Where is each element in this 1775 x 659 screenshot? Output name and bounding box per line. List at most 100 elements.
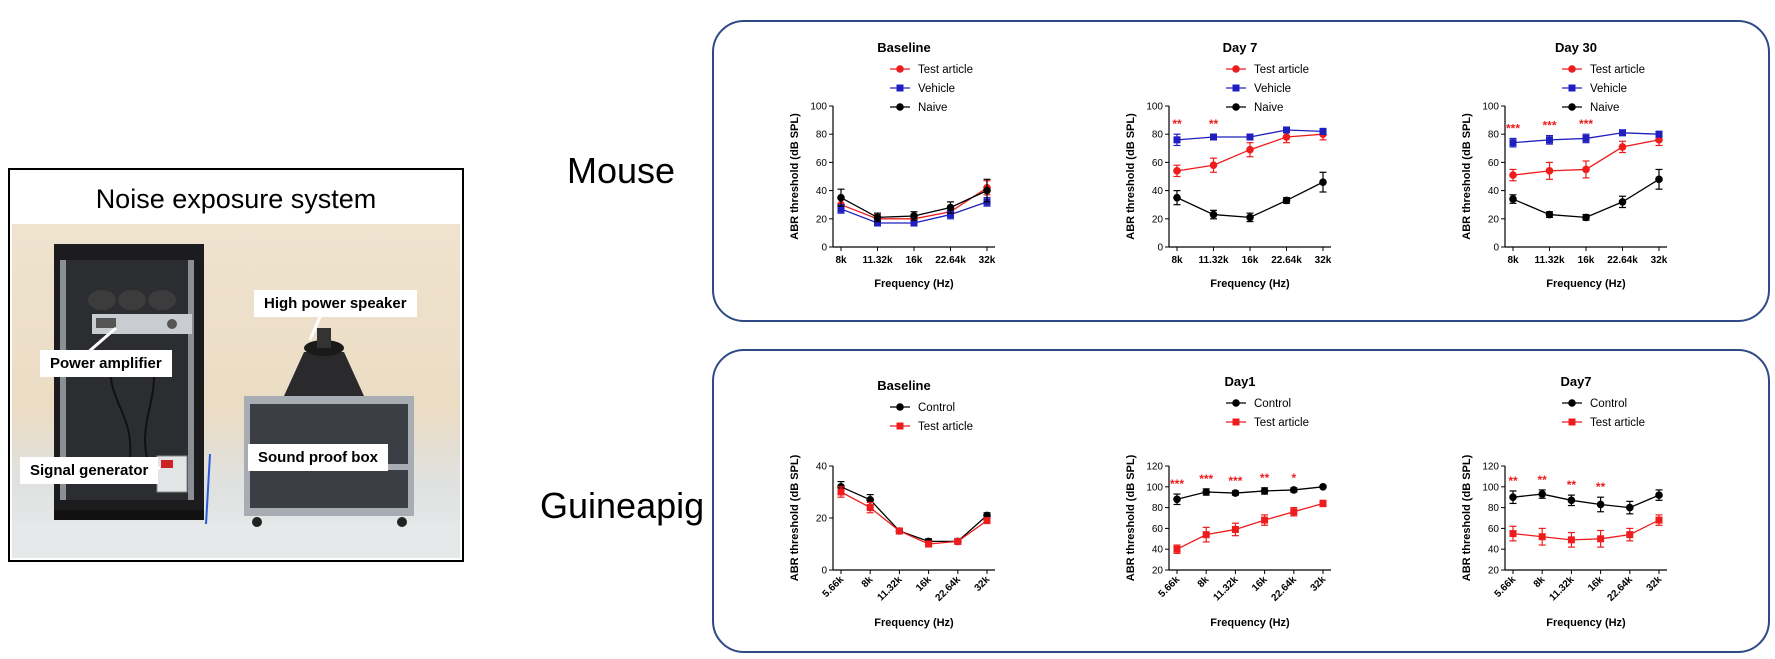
data-point-control: [1173, 495, 1181, 504]
data-point-naive: [1545, 210, 1554, 219]
series-line-test-article: [840, 491, 988, 545]
species-label-guineapig: Guineapig: [540, 485, 705, 526]
y-tick-label: 20: [1488, 214, 1500, 225]
data-point-test-article: [1282, 133, 1291, 141]
data-point-naive: [1209, 210, 1218, 219]
x-axis-label: Frequency (Hz): [1210, 617, 1290, 629]
data-point-naive: [910, 212, 918, 220]
data-point-vehicle: [1582, 134, 1590, 142]
data-point-vehicle: [947, 211, 954, 219]
data-point-vehicle: [1173, 136, 1181, 144]
legend-label-test-article: Test article: [1254, 417, 1309, 429]
x-tick-label: 5.66k: [821, 574, 847, 600]
y-tick-label: 40: [1488, 186, 1500, 197]
significance-marker: **: [1260, 471, 1270, 485]
data-point-test-article: [1626, 531, 1634, 539]
species-label-mouse: Mouse: [567, 150, 676, 191]
significance-marker: **: [1538, 473, 1548, 487]
legend-marker-test-article: [896, 65, 904, 73]
mouse-chart-panel: [712, 20, 1770, 322]
series-line-test-article: [1512, 519, 1660, 541]
noise-exposure-photo: High power speaker Power amplifier Signa…: [12, 224, 460, 558]
y-axis-label: ABR threshold (dB SPL): [1461, 113, 1473, 240]
significance-marker: ***: [1170, 477, 1184, 491]
x-tick-label: 22.64k: [1606, 574, 1636, 604]
data-point-test-article: [1655, 516, 1663, 524]
data-point-vehicle: [1319, 127, 1327, 135]
y-tick-label: 120: [1482, 462, 1499, 473]
data-point-control: [866, 496, 874, 504]
data-point-test-article: [1319, 499, 1327, 507]
data-point-naive: [983, 186, 991, 195]
data-point-test-article: [1655, 136, 1663, 144]
data-point-vehicle: [837, 205, 845, 213]
data-point-control: [1509, 493, 1517, 501]
y-tick-label: 60: [1152, 524, 1164, 535]
x-axis-label: Frequency (Hz): [1210, 278, 1290, 290]
data-point-control: [1202, 488, 1210, 496]
data-point-control: [1231, 489, 1240, 497]
data-point-test-article: [1509, 171, 1517, 179]
y-tick-label: 40: [816, 462, 828, 473]
data-point-test-article: [1538, 533, 1546, 541]
significance-marker: ***: [1199, 472, 1213, 486]
data-point-vehicle: [1546, 136, 1553, 144]
guineapig-chart-panel: [712, 349, 1770, 653]
chart-title: Day 7: [1223, 40, 1258, 55]
y-tick-label: 100: [1146, 482, 1163, 493]
y-tick-label: 80: [1152, 130, 1164, 141]
data-point-control: [1626, 503, 1634, 512]
legend-marker-test-article: [1568, 65, 1576, 73]
x-axis-label: Frequency (Hz): [1546, 278, 1626, 290]
significance-marker: ***: [1506, 121, 1520, 135]
data-point-control: [1567, 496, 1576, 505]
data-point-test-article: [1261, 516, 1269, 524]
legend-label-test-article: Test article: [1590, 417, 1645, 429]
legend-marker-control: [896, 403, 904, 411]
chart-mouse-day30: Day 30 Test article Vehicle Naive 0 20 40 60 80 1…: [1461, 40, 1668, 290]
x-tick-label: 11.32k: [1198, 255, 1228, 266]
chart-title: Day1: [1224, 374, 1255, 389]
legend-label-test-article: Test article: [1254, 64, 1309, 76]
x-tick-label: 8k: [1171, 255, 1183, 266]
data-point-test-article: [1231, 525, 1239, 533]
x-tick-label: 8k: [1507, 255, 1519, 266]
series-line-naive: [1176, 181, 1324, 219]
chart-mouse-day7: Day 7 Test article Vehicle Naive 0 20 40 60 80 10…: [1125, 40, 1332, 290]
x-tick-label: 5.66k: [1157, 574, 1183, 600]
x-tick-label: 5.66k: [1493, 574, 1519, 600]
legend-label-control: Control: [1254, 398, 1291, 410]
legend-label-vehicle: Vehicle: [1254, 83, 1291, 95]
data-point-naive: [1246, 213, 1254, 222]
x-axis-label: Frequency (Hz): [874, 617, 954, 629]
x-tick-label: 16k: [1578, 255, 1595, 266]
data-point-test-article: [954, 537, 962, 545]
y-tick-label: 40: [1152, 186, 1164, 197]
y-tick-label: 120: [1146, 462, 1163, 473]
y-tick-label: 40: [1488, 545, 1500, 556]
legend-marker-test-article: [1568, 418, 1576, 426]
legend-marker-test-article: [1232, 418, 1240, 426]
data-point-test-article: [1202, 531, 1210, 539]
legend-marker-vehicle: [896, 84, 904, 92]
y-tick-label: 20: [1488, 566, 1500, 577]
y-tick-label: 100: [1146, 102, 1163, 113]
series-line-naive: [1512, 178, 1660, 219]
callout-signal-generator: Signal generator: [20, 457, 159, 484]
x-axis-label: Frequency (Hz): [1546, 617, 1626, 629]
y-axis-label: ABR threshold (dB SPL): [1125, 454, 1137, 581]
data-point-test-article: [895, 527, 903, 535]
y-tick-label: 80: [816, 130, 828, 141]
chart-title: Day7: [1560, 374, 1591, 389]
data-point-naive: [1173, 193, 1181, 202]
x-tick-label: 11.32k: [862, 255, 892, 266]
y-tick-label: 60: [816, 158, 828, 169]
data-point-test-article: [1173, 167, 1181, 175]
legend-label-control: Control: [1590, 398, 1627, 410]
data-point-naive: [1582, 213, 1590, 222]
y-tick-label: 60: [1152, 158, 1164, 169]
legend-marker-control: [1232, 399, 1240, 407]
y-axis-label: ABR threshold (dB SPL): [789, 454, 801, 581]
x-tick-label: 22.64k: [935, 255, 966, 266]
y-tick-label: 20: [1152, 566, 1164, 577]
